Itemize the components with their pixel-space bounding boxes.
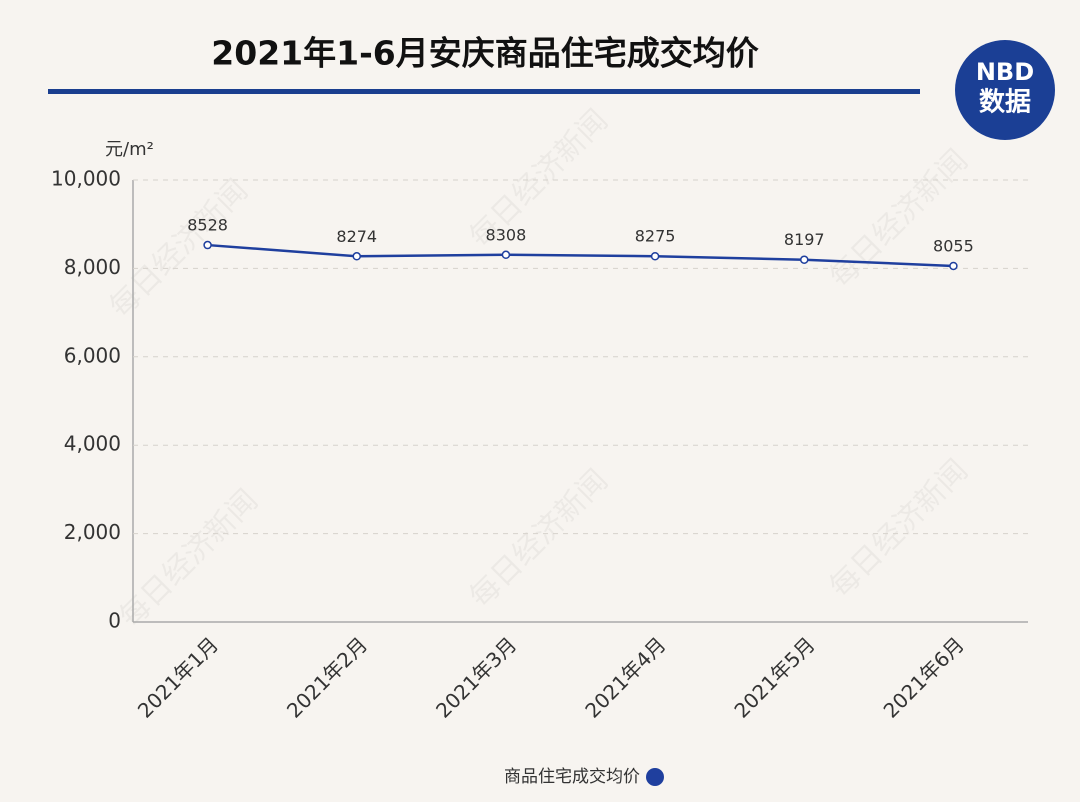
- legend-swatch: [646, 768, 664, 786]
- point: [501, 250, 511, 260]
- point: [949, 261, 958, 271]
- point: [352, 252, 361, 261]
- y-axis-label: 元/m²: [105, 139, 154, 160]
- title-rule: [48, 89, 920, 94]
- point: [203, 240, 212, 250]
- logo-top: NBD: [976, 58, 1034, 86]
- y-tick-label: 4,000: [64, 432, 121, 456]
- data-label: 8275: [635, 227, 676, 246]
- data-label: 8197: [784, 230, 825, 249]
- legend-label: 商品住宅成交均价: [504, 767, 640, 787]
- line: [207, 243, 954, 268]
- logo-bottom: 数据: [979, 88, 1031, 118]
- data-label: 8274: [336, 227, 377, 246]
- point: [800, 255, 809, 264]
- y-tick-label: 0: [108, 609, 121, 633]
- y-tick-label: 2,000: [64, 520, 121, 544]
- logo-badge: [955, 40, 1055, 140]
- y-tick-label: 8,000: [64, 255, 121, 279]
- data-label: 8528: [187, 216, 228, 235]
- data-label: 8308: [486, 225, 527, 244]
- point: [650, 251, 660, 261]
- data-label: 8055: [933, 236, 974, 255]
- chart-title: 2021年1-6月安庆商品住宅成交均价: [211, 34, 758, 73]
- y-tick-label: 6,000: [64, 343, 121, 367]
- y-tick-label: 10,000: [51, 167, 121, 191]
